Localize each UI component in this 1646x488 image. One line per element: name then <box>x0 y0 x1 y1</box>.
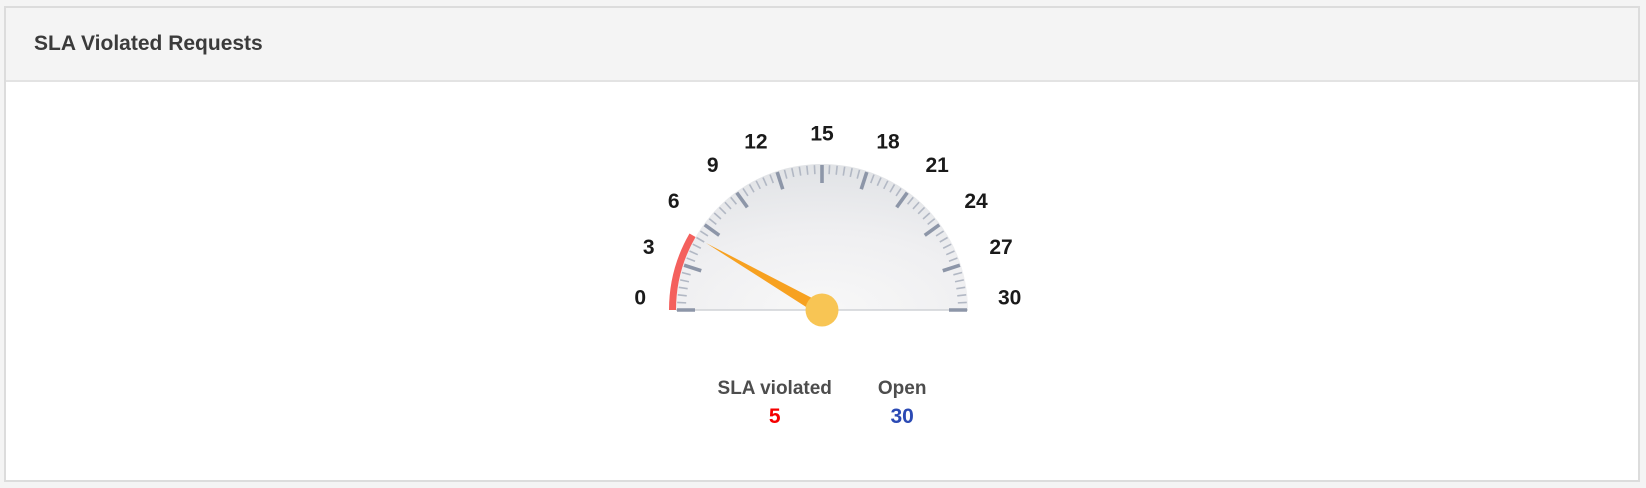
gauge-legend: SLA violated 5 Open 30 <box>718 378 927 429</box>
legend-label-sla-violated: SLA violated <box>717 378 832 399</box>
legend-item-sla-violated: SLA violated 5 <box>718 378 832 429</box>
sla-widget-card: SLA Violated Requests 0 3 6 9 12 15 18 21 24 27 30… <box>4 6 1640 482</box>
svg-text:30: 30 <box>998 287 1021 310</box>
legend-item-open: Open 30 <box>878 378 927 429</box>
widget-header: SLA Violated Requests <box>6 8 1638 82</box>
svg-text:3: 3 <box>643 236 655 259</box>
svg-text:15: 15 <box>810 123 834 146</box>
svg-text:6: 6 <box>668 190 680 213</box>
widget-title: SLA Violated Requests <box>34 32 263 55</box>
legend-value-sla-violated: 5 <box>768 405 781 428</box>
svg-text:27: 27 <box>989 236 1012 259</box>
svg-text:9: 9 <box>707 154 719 177</box>
widget-body: 0 3 6 9 12 15 18 21 24 27 30 SLA violated 5 Open 3… <box>6 82 1638 480</box>
svg-text:18: 18 <box>876 131 900 154</box>
svg-text:21: 21 <box>925 154 949 177</box>
svg-text:24: 24 <box>964 190 988 213</box>
legend-label-open: Open <box>877 378 927 399</box>
legend-value-open: 30 <box>890 405 914 428</box>
svg-text:12: 12 <box>744 131 767 154</box>
svg-text:0: 0 <box>634 287 646 310</box>
